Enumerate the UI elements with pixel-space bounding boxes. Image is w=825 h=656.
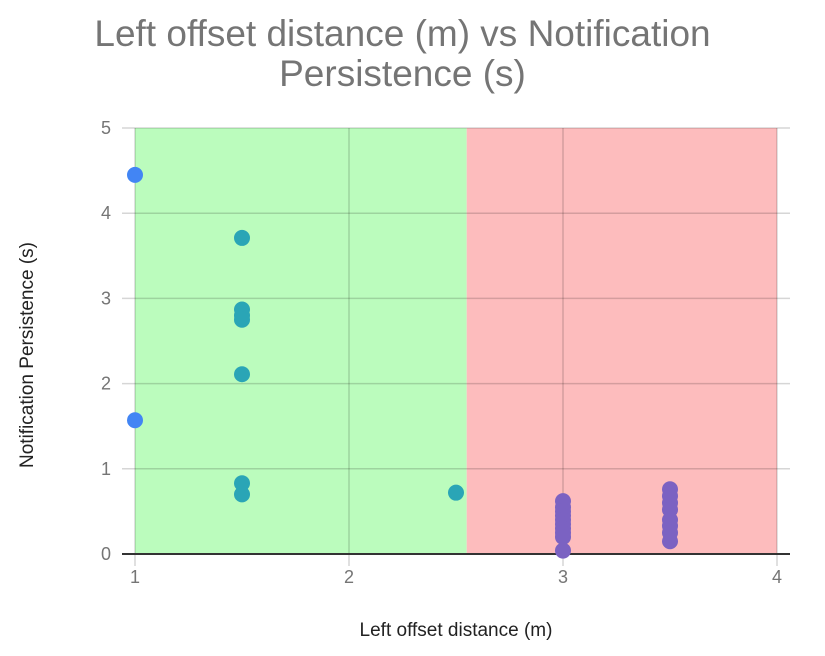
x-tick-label: 1: [130, 567, 140, 587]
x-tick-label: 4: [772, 567, 782, 587]
data-point: [555, 542, 571, 559]
y-axis-label: Notification Persistence (s): [17, 242, 38, 468]
y-tick-label: 5: [101, 118, 111, 138]
data-point: [127, 166, 143, 183]
x-tick-label: 2: [344, 567, 354, 587]
data-point: [234, 366, 250, 383]
y-tick-label: 2: [101, 374, 111, 394]
y-tick-label: 3: [101, 288, 111, 308]
y-tick-label: 0: [101, 544, 111, 564]
data-point: [234, 311, 250, 328]
data-point: [234, 475, 250, 492]
data-point: [662, 533, 678, 550]
data-point: [127, 412, 143, 429]
x-tick-label: 3: [558, 567, 568, 587]
y-tick-label: 4: [101, 203, 111, 223]
data-point: [555, 528, 571, 545]
chart-title-line-1: Left offset distance (m) vs Notification: [94, 13, 711, 54]
y-tick-label: 1: [101, 459, 111, 479]
region-band-1: [466, 128, 777, 554]
data-point: [234, 486, 250, 503]
region-band-0: [135, 128, 467, 554]
chart-title-line-2: Persistence (s): [279, 53, 526, 94]
data-point: [448, 484, 464, 501]
chart-title: Left offset distance (m) vs Notification…: [0, 14, 805, 94]
data-point: [234, 229, 250, 246]
x-axis-label: Left offset distance (m): [359, 620, 553, 641]
